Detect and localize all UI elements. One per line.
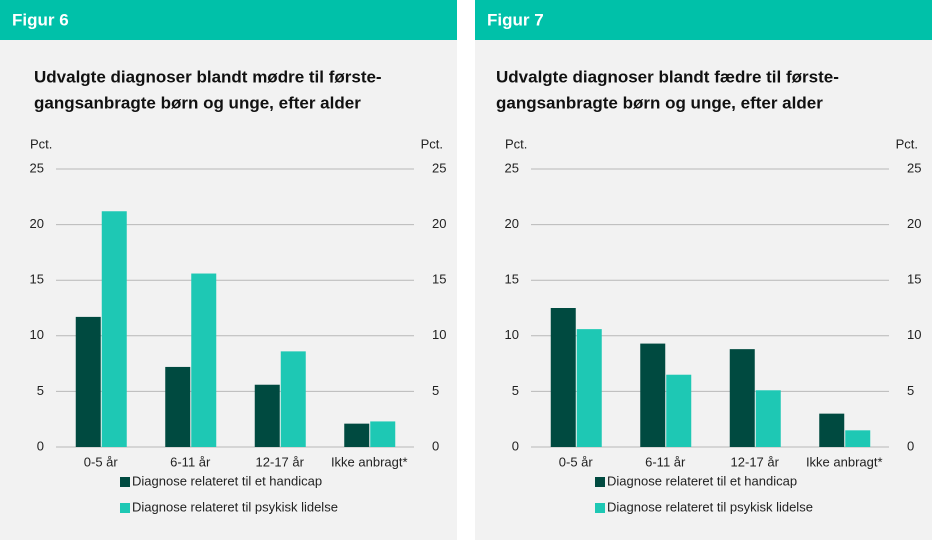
bar: [729, 349, 755, 447]
bar: [280, 351, 306, 447]
x-tick-label: 12-17 år: [731, 454, 780, 469]
y-tick-label: 25: [505, 160, 519, 175]
y2-tick-label: 5: [907, 383, 914, 398]
legend-label: Diagnose relateret til psykisk lidelse: [607, 499, 813, 514]
x-tick-label: 6-11 år: [645, 454, 686, 469]
bar: [576, 329, 602, 447]
chart-title: gangsanbragte børn og unge, efter alder: [496, 93, 823, 112]
y-tick-label: 15: [505, 272, 519, 287]
bar: [550, 308, 576, 447]
figure-label: Figur 7: [487, 10, 544, 29]
bar: [666, 374, 692, 447]
panel-header: [475, 0, 932, 40]
panel-background: [0, 40, 457, 540]
x-tick-label: 0-5 år: [84, 454, 119, 469]
bar: [75, 316, 101, 447]
y-tick-label: 10: [30, 327, 44, 342]
y2-tick-label: 20: [432, 216, 446, 231]
y2-tick-label: 10: [432, 327, 446, 342]
y2-tick-label: 10: [907, 327, 921, 342]
legend-label: Diagnose relateret til psykisk lidelse: [132, 499, 338, 514]
panel-header: [0, 0, 457, 40]
panel-background: [475, 40, 932, 540]
bar: [370, 421, 396, 447]
y-axis-label: Pct.: [30, 136, 52, 151]
legend-swatch: [120, 503, 130, 513]
x-tick-label: 6-11 år: [170, 454, 211, 469]
y-tick-label: 20: [30, 216, 44, 231]
y-tick-label: 10: [505, 327, 519, 342]
y-axis-label: Pct.: [505, 136, 527, 151]
legend-swatch: [595, 503, 605, 513]
bar: [254, 384, 280, 447]
bar: [165, 366, 191, 447]
y2-axis-label: Pct.: [421, 136, 443, 151]
y2-tick-label: 25: [432, 160, 446, 175]
chart-title: Udvalgte diagnoser blandt mødre til førs…: [34, 67, 382, 86]
bar: [101, 211, 127, 447]
legend-label: Diagnose relateret til et handicap: [132, 473, 322, 488]
y2-tick-label: 15: [907, 272, 921, 287]
bar: [191, 273, 217, 447]
legend-label: Diagnose relateret til et handicap: [607, 473, 797, 488]
y-tick-label: 5: [512, 383, 519, 398]
bar: [819, 413, 845, 447]
y2-tick-label: 20: [907, 216, 921, 231]
x-tick-label: Ikke anbragt*: [806, 454, 883, 469]
bar: [640, 343, 666, 447]
y2-tick-label: 0: [907, 438, 914, 453]
legend-swatch: [595, 477, 605, 487]
y2-tick-label: 15: [432, 272, 446, 287]
bar: [344, 423, 370, 447]
y-tick-label: 0: [37, 438, 44, 453]
chart-title: Udvalgte diagnoser blandt fædre til førs…: [496, 67, 839, 86]
x-tick-label: 12-17 år: [256, 454, 305, 469]
x-tick-label: 0-5 år: [559, 454, 594, 469]
y-tick-label: 15: [30, 272, 44, 287]
chart-title: gangsanbragte børn og unge, efter alder: [34, 93, 361, 112]
y-tick-label: 0: [512, 438, 519, 453]
y2-tick-label: 0: [432, 438, 439, 453]
x-tick-label: Ikke anbragt*: [331, 454, 408, 469]
y-tick-label: 5: [37, 383, 44, 398]
y2-axis-label: Pct.: [896, 136, 918, 151]
legend-swatch: [120, 477, 130, 487]
figure-label: Figur 6: [12, 10, 69, 29]
bar: [845, 430, 871, 447]
y2-tick-label: 5: [432, 383, 439, 398]
y2-tick-label: 25: [907, 160, 921, 175]
y-tick-label: 25: [30, 160, 44, 175]
bar: [755, 390, 781, 447]
y-tick-label: 20: [505, 216, 519, 231]
